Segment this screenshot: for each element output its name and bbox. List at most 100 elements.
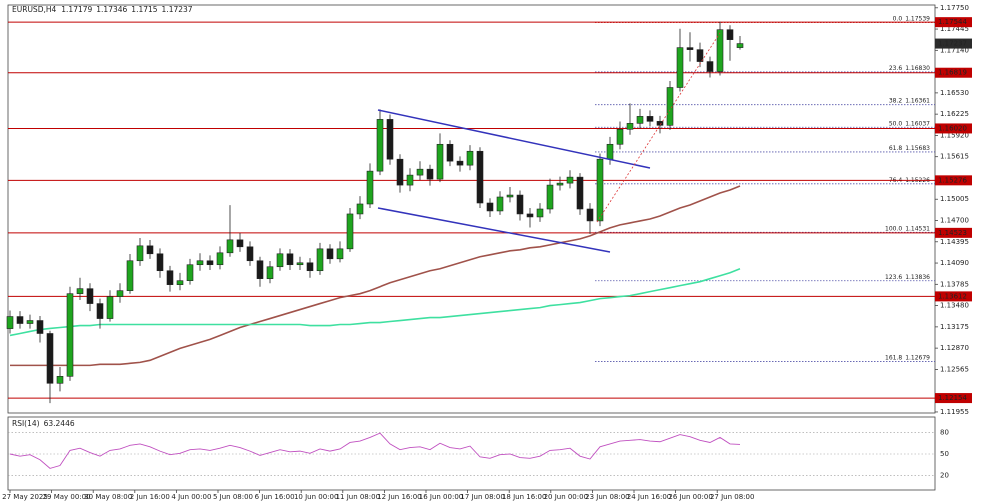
channel-upper (377, 109, 651, 169)
rsi-tick-label: 80 (940, 428, 949, 436)
candle-body (266, 266, 274, 279)
rsi-header: RSI(14) 63.2446 (12, 419, 75, 428)
candle-body (646, 116, 654, 122)
candle-body (606, 143, 614, 160)
y-tick-label: 1.15920 (940, 131, 969, 139)
price-tag-label: 1.17237 (938, 40, 967, 48)
candle-body (316, 248, 324, 272)
candle-body (406, 174, 414, 186)
candle-body (416, 168, 424, 176)
y-tick-label: 1.13175 (940, 323, 969, 331)
candle-body (696, 49, 704, 62)
candle-body (66, 293, 74, 377)
fib-level: 61.8 (889, 144, 903, 151)
candle-body (236, 239, 244, 248)
candle-body (276, 253, 284, 268)
candle-body (376, 119, 384, 172)
candle-body (556, 182, 564, 186)
y-tick-label: 1.17445 (940, 25, 969, 33)
x-tick-label: 30 May 08:00 (84, 493, 132, 501)
fib-level: 100.0 (885, 225, 902, 232)
x-tick-label: 26 Jun 00:00 (668, 493, 712, 501)
fib-level: 0.0 (893, 15, 903, 22)
candle-body (46, 333, 54, 384)
fib-label: 0.0 1.17539 (893, 15, 931, 22)
fib-label: 50.0 1.16037 (889, 120, 930, 127)
under-layer: 1.17750 1.17445 1.17140 1.16530 1.16225 1.159… (6, 4, 969, 480)
candle-body (436, 143, 444, 180)
candle-body (286, 253, 294, 266)
y-tick-label: 1.13785 (940, 280, 969, 288)
candle-body (506, 194, 514, 198)
level-tag (935, 123, 972, 134)
candle-body (56, 376, 64, 384)
fib-label: 100.0 1.14531 (885, 225, 930, 232)
candle-body (496, 196, 504, 212)
moving-average (10, 185, 741, 367)
fib-price: 1.14531 (905, 225, 930, 232)
x-tick-label: 27 May 2025 (2, 493, 48, 501)
candle-body (216, 252, 224, 266)
y-tick-label: 1.14700 (940, 217, 969, 225)
fib-level: 23.6 (889, 64, 903, 71)
header-close: 1.17237 (162, 5, 193, 14)
candle-body (446, 143, 454, 162)
candle-body (296, 262, 304, 266)
candle-body (76, 288, 84, 294)
header-high: 1.17346 (96, 5, 127, 14)
candle-body (126, 260, 134, 291)
level-tag (935, 227, 972, 238)
candle-body (166, 270, 174, 285)
fib-level: 76.4 (889, 176, 903, 183)
x-tick-label: 18 Jun 16:00 (502, 493, 546, 501)
y-tick-label: 1.12565 (940, 365, 969, 373)
x-tick-label: 17 Jun 08:00 (460, 493, 504, 501)
candle-body (246, 246, 254, 262)
candle-body (36, 320, 44, 334)
x-tick-label: 4 Jun 00:00 (171, 493, 211, 501)
chart-header: EURUSD,H4 1.17179 1.17346 1.1715 1.17237 (12, 5, 193, 14)
fib-price: 1.13836 (905, 273, 930, 280)
rsi-tick-label: 50 (940, 450, 949, 458)
x-tick-label: 12 Jun 16:00 (377, 493, 421, 501)
y-tick-label: 1.12870 (940, 344, 969, 352)
candle-body (706, 61, 714, 72)
candle-body (736, 43, 744, 48)
candle-body (86, 288, 94, 304)
fib-level: 123.6 (885, 273, 902, 280)
fib-price: 1.15226 (905, 176, 930, 183)
candle-body (526, 213, 534, 218)
y-tick-label: 1.14090 (940, 259, 969, 267)
level-tag (935, 393, 972, 404)
candle-body (626, 123, 634, 130)
candle-body (636, 116, 644, 124)
candle-body (366, 170, 374, 205)
y-tick-label: 1.14395 (940, 238, 969, 246)
candle-body (546, 184, 554, 210)
candle-body (456, 160, 464, 166)
candle-body (716, 29, 724, 72)
candle-body (156, 253, 164, 272)
channel-lower (377, 207, 611, 253)
fib-price: 1.17539 (905, 15, 930, 22)
fib-price: 1.16361 (905, 97, 930, 104)
fib-level: 50.0 (889, 120, 903, 127)
candle-body (586, 208, 594, 222)
level-tag (935, 175, 972, 186)
rsi-pane-frame (7, 416, 936, 491)
level-tag (935, 67, 972, 78)
x-tick-label: 5 Jun 08:00 (213, 493, 253, 501)
candle-body (356, 203, 364, 215)
fib-level: 161.8 (885, 354, 902, 361)
candle-body (596, 158, 604, 222)
candle-body (176, 280, 184, 285)
y-tick-label: 1.16225 (940, 110, 969, 118)
candle-body (566, 176, 574, 184)
y-tick-label: 1.13480 (940, 302, 969, 310)
candle-body (106, 296, 114, 319)
candle-body (196, 260, 204, 266)
x-tick-label: 20 Jun 00:00 (544, 493, 588, 501)
